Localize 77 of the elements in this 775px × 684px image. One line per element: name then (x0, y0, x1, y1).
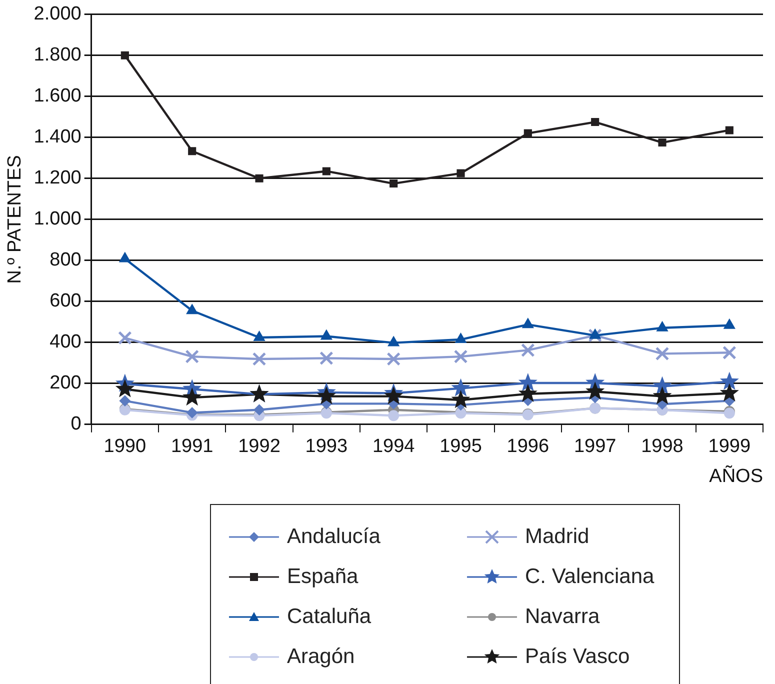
point (589, 328, 601, 339)
point (655, 346, 670, 361)
point (720, 383, 739, 402)
y-tick-label: 1.200 (34, 168, 82, 189)
point (255, 174, 264, 182)
y-tick-label: 200 (50, 372, 82, 394)
legend-label: C. Valenciana (525, 565, 654, 589)
point (451, 390, 470, 408)
x-tick-label: 1996 (506, 436, 550, 458)
point (518, 372, 538, 392)
point (588, 328, 602, 342)
point (518, 384, 538, 402)
point (725, 126, 734, 134)
x-tick-label: 1993 (305, 436, 348, 458)
legend-label: España (287, 565, 358, 589)
y-tick-label: 800 (50, 250, 82, 271)
point (390, 179, 398, 188)
point (120, 51, 129, 60)
legend-label: Cataluña (287, 605, 372, 629)
point (115, 379, 134, 398)
point (254, 404, 265, 416)
point (652, 376, 672, 394)
point (388, 410, 400, 422)
point (722, 346, 736, 360)
point (320, 330, 332, 340)
point (182, 388, 202, 406)
point (658, 138, 666, 147)
x-tick-label: 1999 (708, 436, 751, 458)
legend-label: Andalucía (287, 525, 380, 549)
point (652, 386, 672, 404)
x-tick-label: 1992 (238, 436, 280, 458)
point (384, 386, 404, 404)
point (521, 343, 535, 358)
point (454, 350, 468, 364)
point (451, 378, 470, 396)
legend-label: País Vasco (525, 645, 630, 669)
y-tick-label: 1.600 (34, 86, 82, 107)
x-axis-title: AÑOS (709, 464, 763, 487)
point (254, 330, 265, 341)
x-tick-label: 1990 (104, 436, 146, 458)
point (656, 321, 668, 332)
y-tick-label: 0 (70, 414, 82, 435)
point (524, 129, 532, 138)
point (118, 330, 132, 345)
y-tick-label: 2.000 (34, 4, 82, 25)
y-tick-label: 1.000 (34, 208, 82, 230)
legend-label: Madrid (525, 525, 590, 549)
point (591, 118, 600, 126)
point (119, 395, 130, 406)
point (522, 318, 534, 328)
point (119, 252, 131, 262)
x-tick-label: 1994 (372, 436, 416, 458)
point (724, 318, 736, 329)
point (720, 372, 739, 390)
y-tick-label: 1.400 (34, 126, 82, 148)
point (455, 333, 466, 344)
point (322, 167, 330, 176)
point (316, 386, 336, 404)
point (586, 382, 605, 400)
x-tick-label: 1997 (574, 436, 616, 458)
point (252, 352, 266, 366)
legend-label: Navarra (525, 605, 600, 629)
y-tick-label: 400 (50, 332, 82, 353)
point (185, 350, 199, 364)
point (186, 304, 198, 314)
point (188, 147, 196, 156)
x-tick-label: 1995 (440, 436, 482, 458)
point (388, 336, 400, 346)
point (456, 169, 465, 178)
x-tick-label: 1998 (641, 436, 684, 458)
x-tick-label: 1991 (170, 436, 214, 458)
point (386, 352, 400, 366)
y-axis-title: N.º PATENTES (4, 155, 26, 284)
y-tick-label: 600 (50, 290, 82, 312)
legend-label: Aragón (287, 645, 355, 669)
y-tick-label: 1.800 (34, 44, 82, 66)
point (320, 351, 334, 366)
